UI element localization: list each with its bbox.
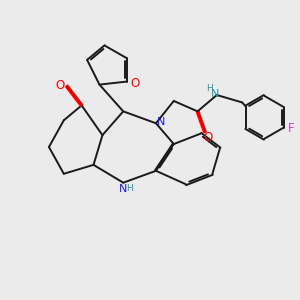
Text: O: O: [203, 131, 213, 144]
Text: F: F: [288, 122, 295, 134]
Text: H: H: [126, 184, 133, 193]
Text: N: N: [118, 184, 127, 194]
Text: N: N: [211, 88, 220, 98]
Text: O: O: [130, 76, 140, 90]
Text: O: O: [56, 79, 65, 92]
Text: N: N: [157, 117, 166, 127]
Text: H: H: [206, 84, 213, 93]
